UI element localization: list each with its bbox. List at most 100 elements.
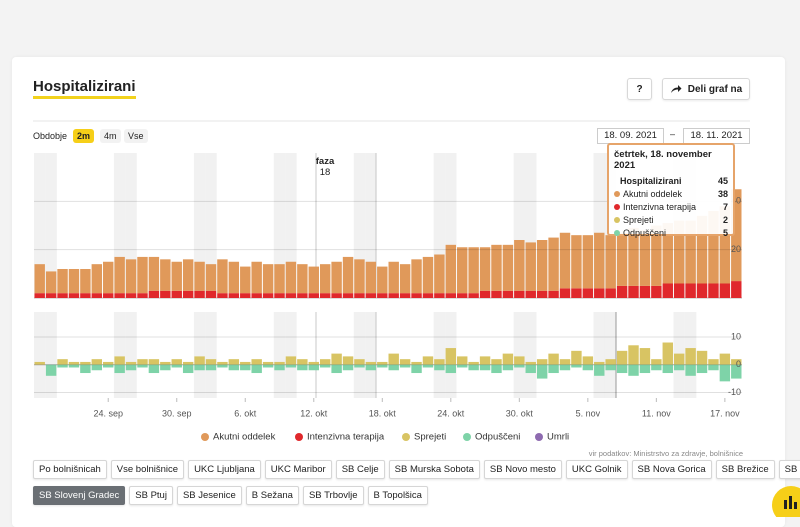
hospital-button[interactable]: SB Jesenice [176, 486, 242, 505]
hospital-button[interactable]: SB Brežice [715, 460, 775, 479]
bar [639, 285, 651, 298]
bar [103, 261, 114, 294]
bar [251, 359, 262, 365]
hospital-button[interactable]: UKC Ljubljana [188, 460, 261, 479]
bar [399, 293, 411, 298]
bar [696, 283, 708, 298]
share-button[interactable]: Deli graf na [662, 78, 750, 100]
bar [628, 364, 639, 376]
hospital-button[interactable]: Vse bolnišnice [110, 460, 185, 479]
tooltip-row: Intenzivna terapija 7 [609, 200, 733, 213]
date-from[interactable]: 18. 09. 2021 [597, 128, 664, 144]
period-button[interactable]: 4m [100, 129, 121, 143]
bar [525, 361, 536, 365]
weekend-band [604, 312, 617, 398]
bar [251, 293, 262, 298]
hospital-button[interactable]: SB Celje [335, 460, 385, 479]
bar [228, 261, 240, 294]
weekend-band [513, 153, 526, 298]
weekend-band [513, 312, 526, 398]
bar [125, 364, 137, 371]
bar [434, 359, 445, 365]
bar [673, 353, 685, 365]
weekend-band [113, 153, 126, 298]
bar [68, 293, 80, 298]
bar [160, 361, 171, 365]
bar [354, 259, 365, 294]
period-button[interactable]: 2m [73, 129, 95, 143]
bar [445, 293, 457, 298]
bar [662, 364, 673, 374]
bar [422, 293, 434, 298]
bar [171, 364, 182, 368]
tooltip-value: 5 [722, 227, 728, 238]
hospital-button[interactable]: Po bolnišnicah [33, 460, 107, 479]
x-tick-label: 17. nov [710, 408, 740, 418]
bar [582, 364, 594, 371]
bar [114, 293, 125, 298]
bar [731, 359, 742, 365]
bar [377, 266, 388, 294]
bar [468, 361, 479, 365]
bar [205, 290, 217, 298]
bar [548, 364, 559, 374]
weekend-band [45, 153, 57, 298]
bar [114, 364, 125, 374]
bar [308, 293, 319, 298]
hospital-button[interactable]: SB Murska Sobota [388, 460, 480, 479]
bar [297, 293, 308, 298]
bar [685, 220, 696, 284]
hospital-button[interactable]: SB Slovenj Gradec [33, 486, 126, 505]
bar [160, 364, 171, 371]
weekend-band [433, 312, 446, 398]
share-icon [670, 85, 682, 93]
hospital-button[interactable]: B Sežana [245, 486, 299, 505]
weekend-band [205, 312, 217, 398]
period-label: Obdobje [33, 131, 68, 141]
hospital-button[interactable]: SB Trbovlje [302, 486, 364, 505]
bar [616, 285, 628, 298]
hospital-button[interactable]: B Topolšica [367, 486, 428, 505]
bar [628, 227, 639, 286]
bar [342, 356, 354, 365]
legend-marker [402, 433, 410, 441]
bar [137, 293, 148, 298]
tooltip-dot [614, 229, 620, 236]
bar [160, 290, 171, 298]
bar [194, 356, 205, 365]
help-button[interactable]: ? [627, 78, 652, 100]
bar [45, 271, 57, 294]
hospital-button[interactable]: UKC Golnik [565, 460, 628, 479]
bar [536, 240, 548, 291]
bar [662, 342, 673, 365]
hospital-button[interactable]: SB Novo mesto [483, 460, 562, 479]
hospital-button[interactable]: SB Ptuj [129, 486, 173, 505]
bar [548, 237, 559, 291]
hospital-button[interactable]: UKC Maribor [264, 460, 332, 479]
date-to[interactable]: 18. 11. 2021 [683, 128, 750, 144]
bar [365, 364, 377, 371]
bar [536, 290, 548, 298]
bar [228, 359, 240, 365]
period-button[interactable]: Vse [124, 129, 148, 143]
bar [34, 293, 45, 298]
bar [103, 293, 114, 298]
bar [491, 359, 502, 365]
hospital-button[interactable]: SB Nova Gorica [631, 460, 712, 479]
bar [434, 293, 445, 298]
weekend-band [593, 153, 605, 298]
bar [160, 259, 171, 291]
chart-title: Hospitalizirani [33, 79, 136, 99]
bar [731, 189, 742, 282]
bar [594, 232, 605, 289]
legend-label: Umrli [547, 432, 569, 443]
y-tick-label: 40 [731, 196, 741, 206]
bar [673, 220, 685, 284]
bar [297, 264, 308, 294]
legend-marker [295, 433, 303, 441]
date-separator: – [670, 129, 676, 139]
hospital-button[interactable]: SB Izola [778, 460, 800, 479]
tooltip-value: 45 [717, 175, 728, 186]
weekend-band [525, 312, 537, 398]
bar [80, 361, 91, 365]
